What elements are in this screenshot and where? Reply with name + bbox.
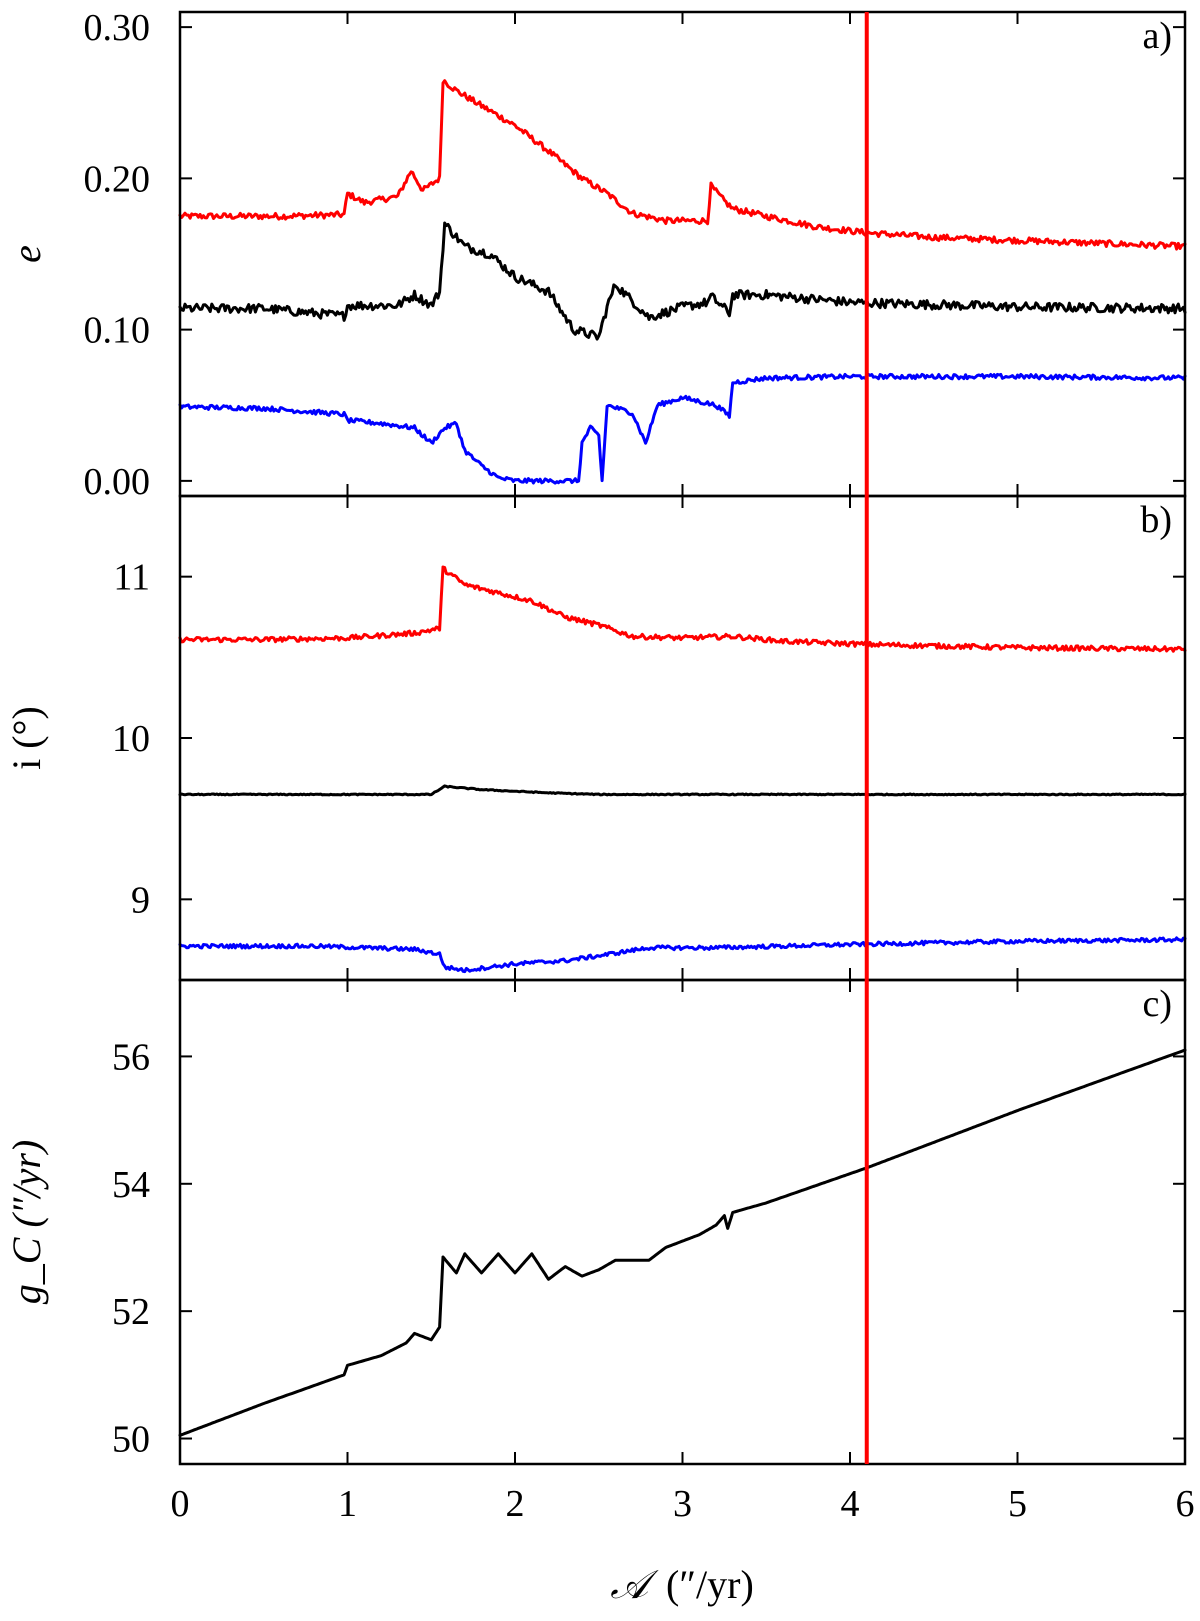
panel-a-tag: a) (1142, 15, 1172, 57)
panel-c-frame (178, 978, 1187, 1466)
panel-b-series-0 (178, 565, 1187, 653)
x-axis-label: 𝒜 (″/yr) (610, 1562, 754, 1607)
panel-c-ytick-label: 56 (112, 1036, 150, 1078)
x-axis: 0 1 2 3 4 5 6 (171, 1483, 1195, 1525)
panel-a-series-2 (178, 372, 1187, 485)
panel-a-ytick-label: 0.30 (84, 7, 151, 49)
panel-b-ylabel: i (°) (4, 706, 49, 770)
panel-b-yticks: 9 10 11 (112, 496, 1186, 980)
panel-a-series-1 (178, 221, 1187, 341)
panel-a-ylabel: e (4, 245, 49, 263)
panel-a-series (178, 79, 1187, 485)
panel-c-ytick-label: 54 (112, 1164, 150, 1206)
panel-c-ytick-label: 50 (112, 1419, 150, 1461)
panel-a: 0.00 0.10 0.20 0.30 a) e (4, 7, 1187, 503)
panel-b: 9 10 11 b) i (°) (4, 494, 1187, 982)
panel-a-series-0 (178, 79, 1187, 251)
panel-b-series-2 (178, 936, 1187, 974)
panel-a-ytick-label: 0.20 (84, 158, 151, 200)
panel-b-ytick-label: 9 (131, 879, 150, 921)
x-axis-label-units: (″/yr) (666, 1562, 754, 1607)
panel-a-yticks: 0.00 0.10 0.20 0.30 (84, 7, 1186, 503)
x-axis-label-symbol: 𝒜 (610, 1562, 659, 1607)
panel-b-series (178, 565, 1187, 974)
panel-c-series (178, 1048, 1187, 1437)
panel-c-tag: c) (1142, 983, 1172, 1025)
panel-c-yticks: 50 52 54 56 (112, 980, 1186, 1464)
panel-c-ylabel: g_C (″/yr) (4, 1140, 49, 1304)
panel-a-ytick-label: 0.00 (84, 461, 151, 503)
x-tick-label: 3 (673, 1483, 692, 1525)
x-tick-label: 4 (841, 1483, 860, 1525)
x-tick-label: 0 (171, 1483, 190, 1525)
panel-b-ytick-label: 11 (113, 557, 150, 599)
panel-a-frame (178, 10, 1187, 498)
panel-b-series-1 (178, 784, 1187, 797)
x-tick-label: 2 (506, 1483, 525, 1525)
panel-b-ytick-label: 10 (112, 718, 150, 760)
panel-a-ytick-label: 0.10 (84, 310, 151, 352)
panel-b-tag: b) (1140, 499, 1172, 541)
panel-c-ytick-label: 52 (112, 1291, 150, 1333)
x-tick-label: 6 (1176, 1483, 1195, 1525)
x-tick-label: 5 (1008, 1483, 1027, 1525)
panel-b-frame (178, 494, 1187, 982)
panel-c: 50 52 54 56 c) g_C (″/yr) (4, 978, 1187, 1466)
x-tick-label: 1 (338, 1483, 357, 1525)
panel-c-series-0 (178, 1048, 1187, 1437)
